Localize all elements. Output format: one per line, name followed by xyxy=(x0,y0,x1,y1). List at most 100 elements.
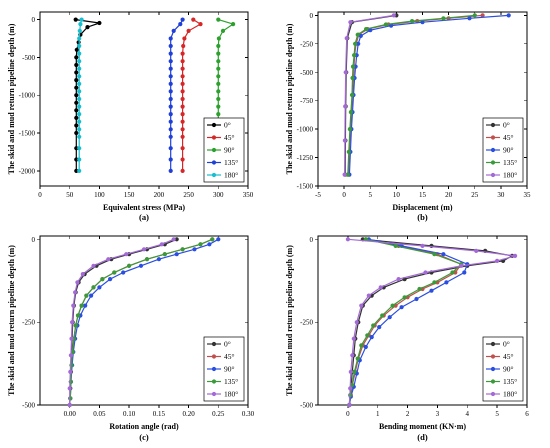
x-tick-label: 50 xyxy=(66,191,74,199)
y-tick-label: -500 xyxy=(22,54,35,62)
data-point xyxy=(91,263,96,268)
legend-label: 135° xyxy=(503,158,517,167)
x-tick-label: 300 xyxy=(213,191,224,199)
data-point xyxy=(74,115,79,120)
data-point xyxy=(186,28,191,33)
data-point xyxy=(180,81,185,86)
data-point xyxy=(168,119,173,124)
data-point xyxy=(178,22,183,27)
data-point xyxy=(513,253,518,258)
data-point xyxy=(180,134,185,139)
data-point xyxy=(459,263,464,268)
data-point xyxy=(343,104,348,109)
y-tick-label: 0 xyxy=(310,236,314,244)
legend-label: 45° xyxy=(503,352,514,361)
data-point xyxy=(380,313,385,318)
x-tick-label: 0.20 xyxy=(182,410,195,418)
data-point xyxy=(84,293,89,298)
data-point xyxy=(216,104,221,109)
data-point xyxy=(346,149,351,154)
data-point xyxy=(168,168,173,173)
data-point xyxy=(108,277,113,282)
data-point xyxy=(359,303,364,308)
data-point xyxy=(355,32,360,37)
x-tick-label: 15 xyxy=(419,191,427,199)
data-point xyxy=(69,336,74,341)
legend-swatch-marker xyxy=(490,341,496,347)
data-point xyxy=(180,104,185,109)
data-point xyxy=(420,20,425,25)
data-point xyxy=(97,285,102,290)
series-line xyxy=(347,14,483,175)
data-point xyxy=(359,343,364,348)
data-point xyxy=(180,112,185,117)
data-point xyxy=(75,280,80,285)
x-tick-label: 3 xyxy=(436,410,440,418)
data-point xyxy=(180,96,185,102)
data-point xyxy=(390,303,395,308)
data-point xyxy=(180,74,185,79)
legend-label: 90° xyxy=(224,365,235,374)
y-tick-label: -1500 xyxy=(19,130,36,138)
y-tick-label: -250 xyxy=(300,319,313,327)
legend-label: 135° xyxy=(224,377,238,386)
data-point xyxy=(174,237,179,242)
panel-label: (a) xyxy=(139,212,149,222)
data-point xyxy=(402,295,407,300)
data-point xyxy=(83,303,88,308)
data-point xyxy=(77,127,82,132)
data-point xyxy=(417,286,422,292)
data-point xyxy=(168,59,173,64)
data-point xyxy=(74,93,79,98)
x-tick-label: 6 xyxy=(525,410,529,418)
data-point xyxy=(345,172,350,177)
data-point xyxy=(383,22,388,27)
legend-label: 90° xyxy=(224,146,235,155)
data-point xyxy=(77,104,82,109)
data-point xyxy=(168,74,173,79)
series-line xyxy=(69,238,177,406)
data-point xyxy=(168,43,173,49)
legend-swatch-marker xyxy=(490,379,496,384)
data-point xyxy=(168,112,173,117)
data-point xyxy=(216,36,221,41)
data-point xyxy=(85,25,90,30)
data-point xyxy=(216,89,221,94)
y-axis-title: The skid and mud return pipeline depth (… xyxy=(285,23,294,174)
data-point xyxy=(350,353,355,358)
data-point xyxy=(210,237,215,242)
data-point xyxy=(74,157,79,162)
y-tick-label: -500 xyxy=(300,69,313,77)
data-point xyxy=(180,66,185,71)
data-point xyxy=(77,89,82,94)
data-point xyxy=(70,320,75,325)
x-tick-label: 350 xyxy=(243,191,254,199)
data-point xyxy=(352,53,357,58)
data-point xyxy=(124,252,129,257)
legend-swatch-marker xyxy=(211,391,217,397)
data-point xyxy=(396,277,401,282)
data-point xyxy=(198,242,203,247)
x-tick-label: 25 xyxy=(471,191,479,199)
series-line xyxy=(69,238,213,399)
data-point xyxy=(423,270,428,275)
data-point xyxy=(342,138,347,143)
data-point xyxy=(216,96,221,102)
data-point xyxy=(393,243,398,248)
data-point xyxy=(77,168,82,173)
data-point xyxy=(174,252,179,257)
data-point xyxy=(441,16,446,21)
x-tick-label: 0.00 xyxy=(64,410,77,418)
data-point xyxy=(377,325,382,330)
series-line xyxy=(69,238,174,405)
x-tick-label: 0.05 xyxy=(93,410,106,418)
series-4 xyxy=(347,237,464,408)
series-4 xyxy=(345,13,477,177)
data-point xyxy=(347,402,352,408)
data-point xyxy=(495,258,500,263)
data-point xyxy=(231,22,236,27)
data-point xyxy=(77,157,82,162)
legend-label: 45° xyxy=(224,352,235,361)
y-tick-label: -250 xyxy=(300,40,313,48)
series-2 xyxy=(180,17,203,173)
